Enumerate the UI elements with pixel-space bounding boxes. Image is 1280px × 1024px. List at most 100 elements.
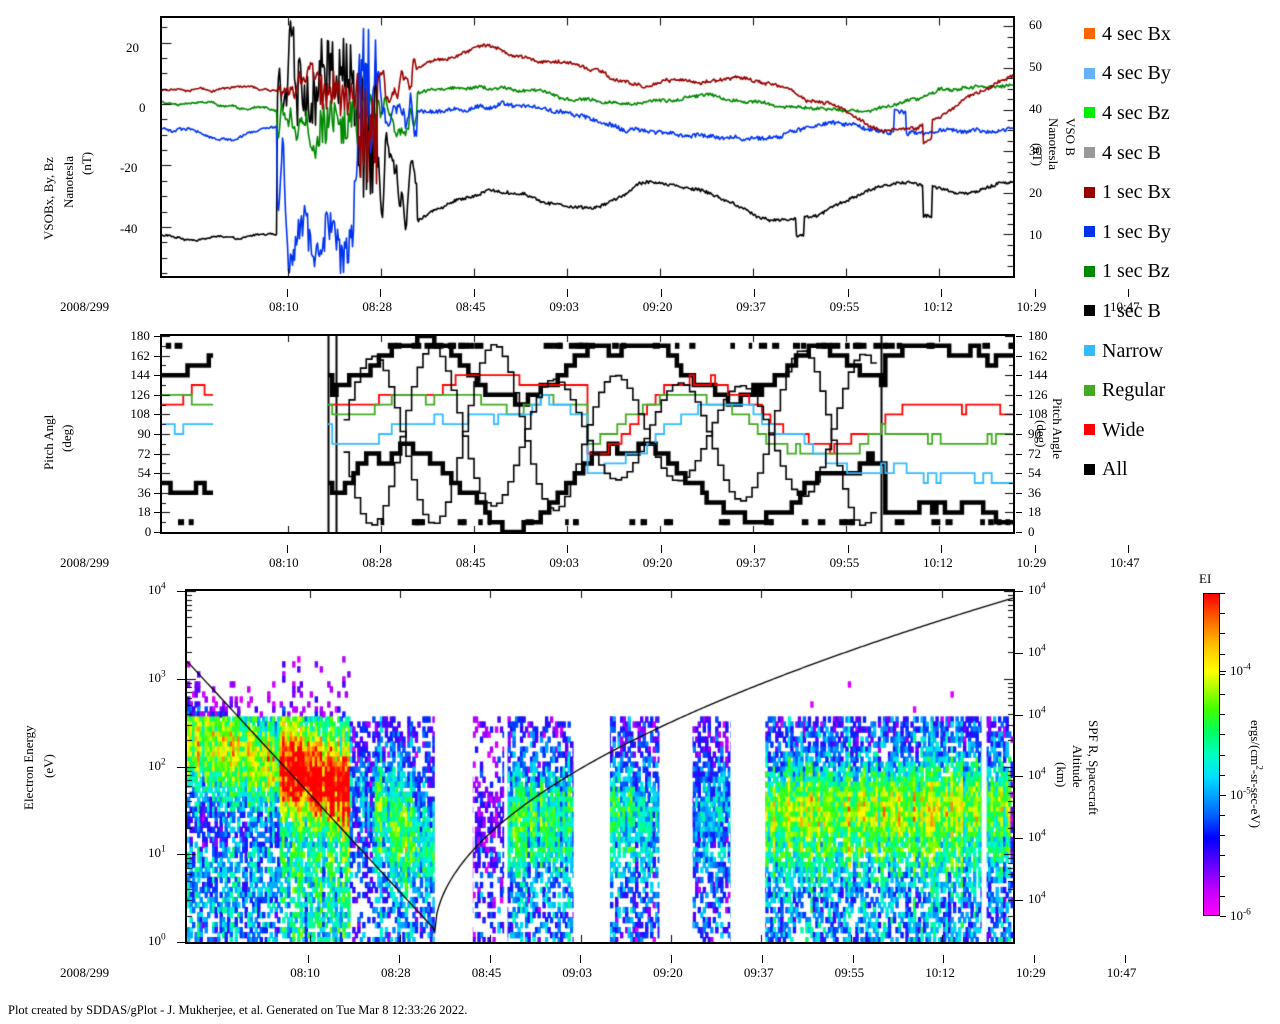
colorbar-minor-tickmark: [1220, 593, 1225, 594]
legend-label: 4 sec Bz: [1102, 101, 1170, 124]
legend-swatch-icon: [1084, 147, 1095, 159]
y-tickmark: [1016, 492, 1022, 494]
panel2-ylabel-left: Pitch Angl: [41, 414, 56, 470]
legend-label: Narrow: [1102, 339, 1164, 362]
x-tickmark: [671, 955, 673, 963]
panel1-right-ytick-30: 30: [1029, 143, 1042, 158]
legend-item-all[interactable]: All: [1084, 450, 1171, 490]
colorbar-minor-tickmark: [1220, 673, 1225, 675]
x-tickmark: [1034, 955, 1035, 963]
legend-swatch-icon: [1084, 463, 1095, 475]
panel1-xtick-0828: 08:28: [362, 299, 393, 314]
y-tickmark: [1015, 714, 1023, 716]
colorbar-minor-tickmark: [1220, 734, 1225, 736]
panel1-ylabel-left-nt: (nT): [79, 151, 94, 175]
legend-item-1-sec-bx[interactable]: 1 sec Bx: [1084, 172, 1171, 212]
panel1-ytick-20: 20: [126, 40, 139, 55]
legend-swatch-icon: [1084, 265, 1095, 277]
x-tickmark: [580, 955, 582, 963]
panel2-ytick-0: 0: [144, 524, 152, 539]
panel3-right-ytick-mantissa: 10: [1028, 705, 1041, 721]
x-tickmark: [308, 955, 310, 963]
panel3-ytick-1e4: 104: [148, 582, 166, 597]
x-tickmark: [852, 955, 854, 963]
panel3-right-ytick-1: 104: [1028, 644, 1046, 658]
panel2-ytick-72: 72: [137, 445, 151, 461]
panel3-right-ytick-exponent: 4: [1041, 705, 1046, 716]
footer-credit: Plot created by SDDAS/gPlot - J. Mukherj…: [8, 1003, 468, 1017]
legend-item-1-sec-bz[interactable]: 1 sec Bz: [1084, 252, 1171, 292]
legend-label: 4 sec Bx: [1102, 22, 1171, 45]
y-tickmark: [1016, 414, 1022, 416]
x-tickmark: [660, 545, 662, 553]
panel1-xtick-0903: 09:03: [549, 299, 579, 314]
legend-item-1-sec-b[interactable]: 1 sec B: [1084, 291, 1171, 331]
panel2-xtick-0937: 09:37: [736, 555, 766, 570]
panel2-right-ytick-180: 180: [1028, 328, 1048, 343]
legend-item-wide[interactable]: Wide: [1084, 410, 1171, 450]
panel3-xtick-1047: 10:47: [1106, 965, 1137, 980]
panel2-ytick-54: 54: [137, 465, 151, 481]
panel2-xtick-1029: 10:29: [1016, 555, 1047, 570]
x-tickmark: [1128, 289, 1130, 297]
legend-item-4-sec-by[interactable]: 4 sec By: [1084, 54, 1171, 94]
panel-pitch-angle: [160, 334, 1015, 534]
y-tickmark: [1015, 838, 1023, 840]
colorbar-minor-tickmark: [1220, 916, 1225, 917]
legend-label: 4 sec B: [1102, 141, 1161, 164]
panel1-xtick-0955: 09:55: [829, 299, 860, 314]
y-tickmark: [1015, 900, 1023, 901]
y-tickmark: [154, 453, 160, 455]
panel1-ylabel-left: VSOBx, By, Bz: [41, 157, 56, 240]
panel1-xtick-1012: 10:12: [923, 299, 953, 314]
y-tickmark: [154, 336, 160, 337]
colorbar-gradient: [1203, 593, 1220, 916]
y-tickmark: [1016, 355, 1022, 357]
y-tickmark: [1015, 776, 1023, 778]
legend-item-4-sec-b[interactable]: 4 sec B: [1084, 133, 1171, 173]
panel3-xtick-1029: 10:29: [1016, 965, 1046, 980]
panel2-xtick-0810: 08:10: [268, 555, 299, 570]
legend-swatch-icon: [1084, 345, 1095, 357]
colorbar-minor-tickmark: [1220, 855, 1225, 857]
panel2-xtick-0920: 09:20: [642, 555, 673, 570]
panel1-ylabel-right-nt: (nT): [1030, 143, 1045, 167]
x-tickmark: [380, 545, 382, 553]
legend-item-4-sec-bx[interactable]: 4 sec Bx: [1084, 14, 1171, 54]
panel3-ytick-exponent: 3: [161, 669, 166, 680]
panel3-right-ytick-5: 104: [1028, 891, 1046, 906]
panel3-ytick-mantissa: 10: [148, 933, 161, 948]
colorbar-unit-label: ergs/(cm2-sr-sec-eV): [1248, 720, 1264, 829]
panel3-right-ytick-0: 104: [1028, 582, 1046, 596]
legend-label: All: [1102, 458, 1128, 481]
x-tickmark: [380, 289, 382, 297]
panel1-xaxis-date: 2008/299: [60, 299, 110, 314]
panel1-ylabel-left-units: Nanotesla: [61, 156, 76, 208]
legend-item-regular[interactable]: Regular: [1084, 370, 1171, 410]
legend-item-narrow[interactable]: Narrow: [1084, 331, 1171, 371]
legend-label: 1 sec Bx: [1102, 181, 1171, 204]
spectrogram-canvas: [187, 591, 1013, 942]
y-tickmark: [154, 492, 160, 494]
panel3-right-ytick-mantissa: 10: [1028, 891, 1041, 906]
panel3-ytick-mantissa: 10: [148, 582, 161, 597]
x-tickmark: [286, 289, 288, 297]
panel2-right-ytick-72: 72: [1028, 445, 1041, 461]
legend-item-1-sec-by[interactable]: 1 sec By: [1084, 212, 1171, 252]
y-tickmark: [1016, 532, 1022, 533]
legend-item-4-sec-bz[interactable]: 4 sec Bz: [1084, 93, 1171, 133]
y-tickmark: [154, 473, 160, 475]
panel2-xtick-0828: 08:28: [362, 555, 393, 570]
x-tickmark: [567, 545, 569, 553]
legend-label: 1 sec Bz: [1102, 260, 1170, 283]
legend-label: 1 sec B: [1102, 299, 1161, 322]
panel2-right-ytick-144: 144: [1028, 367, 1048, 383]
panel2-xaxis-date: 2008/299: [60, 555, 110, 570]
panel2-ylabel-left-units: (deg): [59, 424, 74, 452]
legend-swatch-icon: [1084, 305, 1095, 317]
panel1-right-ytick-60: 60: [1029, 17, 1042, 32]
y-tickmark: [154, 434, 160, 435]
legend-swatch-icon: [1084, 28, 1095, 40]
x-tickmark: [660, 289, 662, 297]
panel2-ytick-90: 90: [137, 426, 151, 441]
